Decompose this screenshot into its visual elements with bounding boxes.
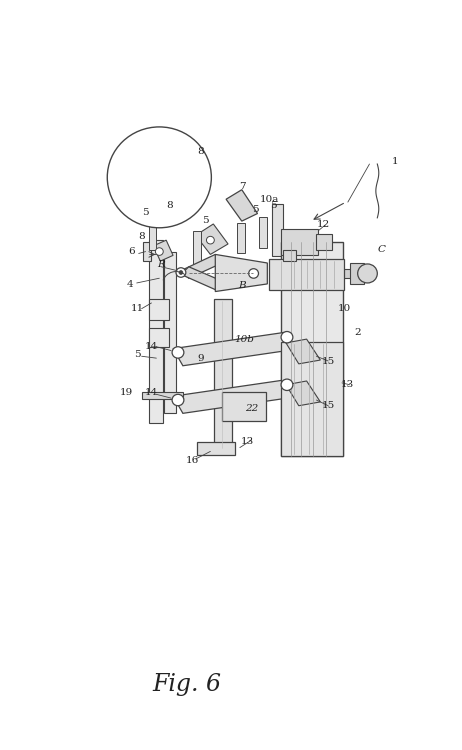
Text: 10a: 10a — [260, 195, 279, 204]
Text: 10: 10 — [337, 304, 351, 313]
Text: B: B — [238, 281, 246, 290]
Polygon shape — [286, 381, 320, 406]
Text: Fig. 6: Fig. 6 — [152, 673, 221, 695]
Polygon shape — [343, 268, 372, 278]
Text: 10b: 10b — [234, 334, 254, 344]
Polygon shape — [197, 442, 235, 455]
Polygon shape — [286, 339, 320, 364]
Polygon shape — [260, 217, 267, 248]
Polygon shape — [164, 251, 176, 413]
Text: 13: 13 — [241, 437, 254, 446]
Text: 5: 5 — [142, 208, 149, 217]
Circle shape — [281, 379, 293, 391]
Text: 19: 19 — [119, 388, 133, 397]
Circle shape — [176, 268, 186, 278]
Polygon shape — [283, 250, 296, 261]
Polygon shape — [281, 342, 343, 456]
Text: 5: 5 — [252, 206, 259, 214]
Text: 5: 5 — [134, 350, 141, 358]
Text: 14: 14 — [145, 342, 158, 351]
Bar — [222, 392, 267, 421]
Text: 15: 15 — [322, 401, 335, 410]
Polygon shape — [215, 254, 267, 292]
Circle shape — [107, 127, 211, 228]
Polygon shape — [193, 231, 201, 268]
Text: 11: 11 — [131, 304, 144, 313]
Text: 5: 5 — [270, 202, 277, 211]
Polygon shape — [143, 242, 152, 261]
Polygon shape — [269, 260, 344, 290]
Text: 6: 6 — [128, 247, 135, 256]
Polygon shape — [281, 229, 318, 256]
Polygon shape — [181, 267, 222, 290]
Polygon shape — [150, 219, 156, 250]
Polygon shape — [173, 380, 294, 413]
Polygon shape — [173, 332, 294, 366]
Text: 2: 2 — [354, 328, 361, 337]
Text: 8: 8 — [197, 147, 204, 156]
Circle shape — [281, 332, 293, 343]
Polygon shape — [150, 328, 169, 346]
Text: 14: 14 — [145, 388, 158, 397]
Circle shape — [358, 264, 377, 283]
Circle shape — [207, 236, 214, 244]
Polygon shape — [272, 204, 283, 257]
Polygon shape — [226, 190, 257, 221]
Polygon shape — [150, 240, 163, 423]
Text: 15: 15 — [322, 356, 335, 365]
Circle shape — [179, 271, 183, 274]
Text: 1: 1 — [392, 157, 398, 166]
Polygon shape — [237, 223, 245, 254]
Text: 13: 13 — [341, 380, 354, 389]
Polygon shape — [350, 263, 364, 284]
Polygon shape — [281, 242, 343, 456]
Text: 16: 16 — [186, 457, 199, 466]
Circle shape — [172, 346, 184, 358]
Text: 5: 5 — [202, 216, 209, 225]
Text: 12: 12 — [316, 220, 330, 230]
Polygon shape — [316, 235, 332, 250]
Circle shape — [249, 268, 259, 278]
Text: 8: 8 — [138, 232, 145, 241]
Polygon shape — [195, 224, 228, 254]
Circle shape — [155, 248, 163, 256]
Polygon shape — [181, 254, 222, 278]
Polygon shape — [142, 392, 183, 399]
Text: 22: 22 — [245, 404, 258, 413]
Text: 4: 4 — [127, 280, 133, 290]
Polygon shape — [153, 240, 173, 261]
Text: C: C — [377, 245, 385, 254]
Polygon shape — [214, 299, 232, 449]
Circle shape — [172, 394, 184, 406]
Text: R: R — [158, 260, 165, 269]
Text: 7: 7 — [239, 182, 246, 191]
Text: 8: 8 — [166, 202, 172, 211]
Text: 9: 9 — [197, 354, 204, 363]
Polygon shape — [150, 299, 169, 320]
